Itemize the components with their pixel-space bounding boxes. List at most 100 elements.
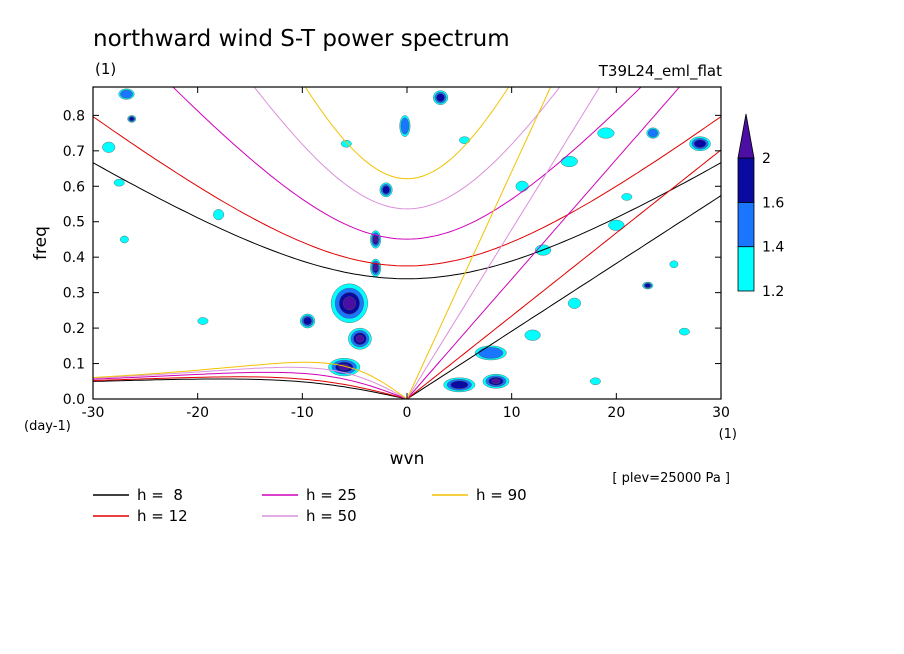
x-tick-label: 30 [712, 405, 730, 421]
power-contour [524, 329, 541, 341]
power-contour [370, 230, 382, 249]
y-tick-label: 0.3 [63, 286, 85, 302]
y-tick-label: 0.1 [63, 357, 85, 373]
power-contour [621, 193, 633, 201]
power-contour [197, 317, 209, 325]
power-contour [432, 90, 449, 105]
contour-level [197, 317, 209, 325]
x-tick-label: -30 [82, 405, 105, 421]
y-tick-label: 0.8 [63, 108, 85, 124]
contour-level [120, 235, 129, 244]
contour-level [382, 185, 390, 194]
kelvin-curve [406, 87, 552, 399]
y-units-label: (day-1) [24, 419, 71, 434]
power-contours [102, 88, 711, 393]
kelvin-curve [406, 149, 721, 399]
legend-label: h = 8 [137, 486, 183, 504]
power-contour [120, 235, 129, 244]
colorbar-label: 1.2 [762, 284, 784, 300]
contour-level [120, 89, 133, 99]
contour-level [491, 378, 501, 384]
inertia-gravity-curve [253, 87, 561, 210]
y-axis-title: freq [31, 226, 51, 260]
colorbar: 1.2 1.4 1.6 2 [737, 113, 784, 300]
rossby-curve [93, 378, 408, 399]
y-tick-label: 0.0 [63, 392, 85, 408]
y-axis: 0.0 0.1 0.2 0.3 0.4 0.5 0.6 0.7 0.8 [63, 108, 721, 408]
contour-level [373, 236, 378, 243]
contour-level [343, 296, 356, 311]
power-contour [379, 182, 393, 198]
power-contour [370, 258, 382, 277]
contour-level [102, 141, 116, 153]
contour-level [303, 316, 312, 326]
contour-level [113, 178, 125, 187]
contour-level [567, 297, 581, 309]
kelvin-curve [406, 87, 601, 399]
colorbar-label: 1.6 [762, 195, 784, 211]
y-tick-label: 0.7 [63, 144, 85, 160]
legend-label: h = 25 [306, 486, 357, 504]
kelvin-curve [406, 195, 721, 399]
contour-level [515, 180, 529, 192]
contour-level [669, 260, 679, 269]
y-tick-label: 0.6 [63, 179, 85, 195]
power-contour [678, 327, 690, 336]
x-tick-label: -20 [186, 405, 209, 421]
power-contour [689, 136, 711, 152]
power-contour [597, 127, 615, 139]
contour-level [560, 155, 578, 167]
y-tick-label: 0.2 [63, 321, 85, 337]
colorbar-label: 1.4 [762, 240, 784, 256]
power-contour [669, 260, 679, 269]
chart-title: northward wind S-T power spectrum [93, 26, 510, 52]
power-contour [646, 127, 660, 139]
legend-label: h = 90 [476, 486, 527, 504]
y-tick-label: 0.5 [63, 215, 85, 231]
contour-level [355, 334, 365, 343]
inertia-gravity-curve [172, 87, 642, 240]
power-contour [482, 373, 510, 389]
x-axis: -30 -20 -10 0 10 20 30 [82, 87, 730, 421]
contour-level [373, 264, 378, 272]
rossby-curve [93, 371, 408, 399]
power-contour [608, 219, 625, 231]
power-contour [560, 155, 578, 167]
contour-level [129, 116, 135, 122]
power-contour [589, 377, 601, 386]
power-contour [567, 297, 581, 309]
colorbar-segment [737, 246, 755, 292]
contour-level [621, 193, 633, 201]
x-units-label: (1) [719, 427, 737, 442]
dispersion-curves [93, 87, 721, 399]
legend-label: h = 12 [137, 507, 188, 525]
contour-level [647, 128, 659, 138]
power-contour [213, 209, 225, 221]
contour-level [678, 327, 690, 336]
power-contour [330, 283, 368, 323]
power-contour [300, 313, 316, 329]
power-contour [474, 345, 507, 361]
x-axis-title: wvn [390, 449, 425, 469]
contour-level [524, 329, 541, 341]
power-contour [642, 281, 654, 290]
rossby-curve [93, 376, 408, 399]
contour-level [213, 209, 225, 221]
run-label: T39L24_eml_flat [598, 62, 722, 81]
x-tick-label: 0 [403, 405, 412, 421]
contour-level [608, 219, 625, 231]
power-contour [113, 178, 125, 187]
rossby-curve [93, 366, 408, 399]
colorbar-segment [737, 157, 755, 203]
legend: h = 8 h = 12 h = 25 h = 50 h = 90 [93, 486, 527, 525]
y-tick-label: 0.4 [63, 250, 85, 266]
colorbar-extend-arrow [737, 113, 755, 159]
contour-level [597, 127, 615, 139]
inertia-gravity-curve [93, 162, 721, 280]
contour-level [694, 139, 707, 148]
rossby-curve [93, 361, 408, 399]
power-contour [443, 377, 476, 393]
power-contour [328, 358, 361, 377]
inertia-gravity-curve [304, 87, 510, 180]
